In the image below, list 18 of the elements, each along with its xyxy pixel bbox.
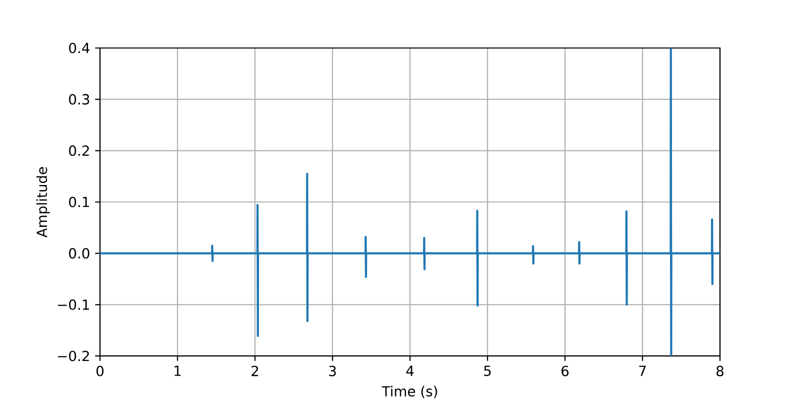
y-tick-label: 0.0 [69,248,90,259]
y-tick-label: −0.2 [58,350,89,362]
x-tick-label: 4 [406,366,414,376]
x-tick-label: 1 [174,366,181,376]
y-tick-label: 0.3 [69,94,90,105]
x-axis-title: Time (s) [382,386,438,398]
y-tick-label: 0.1 [69,196,89,208]
x-tick-label: 5 [484,366,491,376]
x-tick-label: 3 [329,366,336,376]
x-tick-label: 2 [252,366,258,376]
x-tick-label: 6 [562,366,569,376]
x-tick-label: 8 [716,366,724,376]
y-axis-title: Amplitude [36,167,50,238]
x-tick-label: 0 [96,366,104,376]
y-tick-label: 0.4 [69,42,90,54]
x-tick-label: 7 [639,366,646,376]
y-tick-label: −0.1 [58,300,89,310]
y-tick-label: 0.2 [69,146,89,156]
